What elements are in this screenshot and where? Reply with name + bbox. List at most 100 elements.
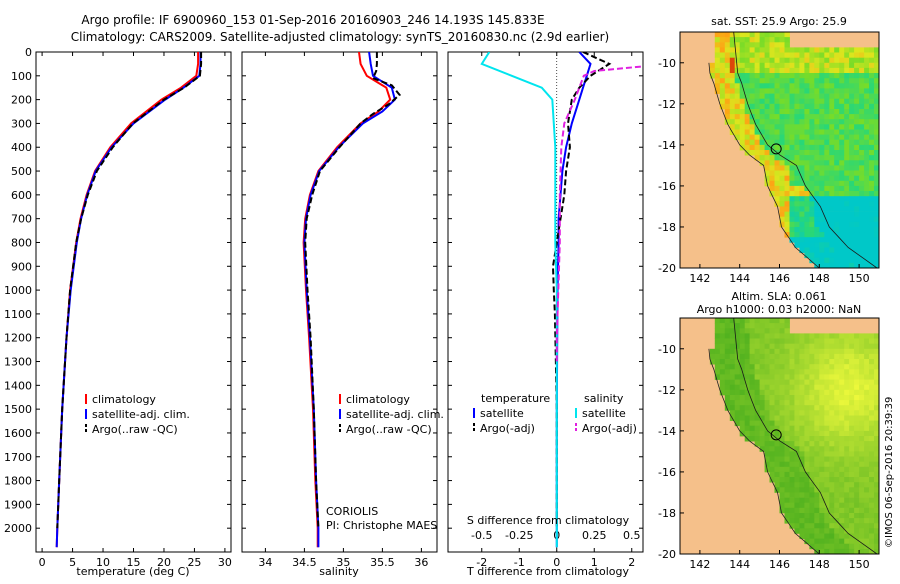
map-cell (809, 78, 815, 84)
map-cell (744, 139, 751, 146)
map-cell (854, 364, 860, 370)
map-cell (774, 333, 780, 339)
map-cell (844, 436, 850, 442)
map-cell (804, 144, 810, 151)
map-cell (849, 83, 855, 89)
map-cell (729, 353, 736, 360)
map-cell (814, 461, 820, 468)
map-cell (834, 52, 840, 58)
map-cell (829, 410, 835, 416)
map-cell (779, 420, 785, 427)
map-cell (824, 98, 830, 105)
map-cell (804, 436, 810, 442)
map-cell (834, 252, 840, 259)
map-cell (844, 57, 850, 64)
map-cell (814, 119, 820, 125)
map-cell (819, 175, 825, 182)
map-cell (799, 57, 805, 64)
map-cell (819, 513, 825, 519)
map-cell (834, 150, 840, 156)
map-cell (719, 103, 726, 110)
map-cell (844, 62, 850, 69)
map-cell (764, 37, 770, 43)
map-cell (809, 206, 815, 212)
map-cell (854, 73, 860, 79)
map-cell (799, 134, 805, 141)
map-cell (814, 451, 820, 457)
map-cell (739, 124, 746, 130)
map-cell (839, 395, 845, 401)
map-cell (789, 170, 795, 176)
map-cell (839, 492, 845, 498)
map-cell (824, 487, 830, 493)
map-cell (784, 497, 790, 504)
map-cell (859, 242, 865, 248)
map-cell (819, 338, 825, 344)
map-cell (869, 201, 875, 207)
map-cell (774, 62, 780, 69)
map-cell (724, 333, 731, 339)
map-cell (774, 446, 780, 452)
map-cell (794, 379, 800, 386)
map-cell (864, 466, 870, 473)
map-cell (849, 93, 855, 100)
map-cell (854, 502, 860, 509)
map-cell (824, 477, 830, 483)
map-cell (874, 109, 879, 115)
map-cell (799, 232, 805, 238)
map-cell (874, 221, 879, 228)
map-cell (829, 52, 835, 58)
map-cell (824, 548, 830, 554)
imos-timestamp: ©IMOS 06-Sep-2016 20:39:39 (884, 397, 895, 548)
map-cell (714, 32, 721, 38)
map-cell (799, 395, 805, 401)
map-cell (809, 114, 815, 120)
map-cell (824, 379, 830, 386)
map-cell (784, 160, 790, 166)
map-cell (829, 405, 835, 411)
map-cell (764, 109, 770, 115)
map-cell (859, 477, 865, 483)
map-cell (869, 548, 875, 554)
map-cell (824, 155, 830, 161)
map-cell (824, 201, 830, 207)
map-cell (759, 32, 765, 38)
map-cell (719, 98, 726, 105)
map-cell (809, 425, 815, 432)
sst-map-axes: 142 144 146 148 150-10-12-14-16-18-20 (658, 57, 870, 285)
map-cell (814, 62, 820, 69)
coastline (708, 348, 820, 554)
map-cell (779, 348, 785, 355)
map-cell (769, 119, 775, 125)
map-cell (844, 155, 850, 161)
map-cell (849, 227, 855, 233)
map-cell (719, 343, 726, 350)
map-cell (779, 185, 785, 192)
map-cell (719, 328, 726, 334)
map-cell (749, 150, 755, 156)
map-cell (764, 73, 770, 79)
map-cell (759, 129, 765, 135)
map-cell (769, 109, 775, 115)
map-cell (844, 456, 850, 462)
map-cell (844, 492, 850, 498)
map-cell (769, 400, 775, 406)
map-cell (834, 436, 840, 442)
map-cell (834, 78, 840, 84)
map-cell (739, 348, 746, 355)
map-cell (774, 353, 780, 360)
map-cell (844, 369, 850, 375)
map-cell (794, 170, 800, 176)
map-x-tick-label: 148 (809, 272, 830, 285)
map-cell (814, 369, 820, 375)
map-cell (794, 160, 800, 166)
map-cell (824, 415, 830, 421)
y-tick-label: 1100 (4, 308, 32, 321)
series-line-satellite-adj-clim (303, 52, 397, 548)
map-cell (874, 420, 879, 427)
map-cell (824, 129, 830, 135)
map-cell (759, 47, 765, 53)
map-cell (854, 400, 860, 406)
map-cell (869, 456, 875, 462)
map-cell (729, 42, 736, 48)
